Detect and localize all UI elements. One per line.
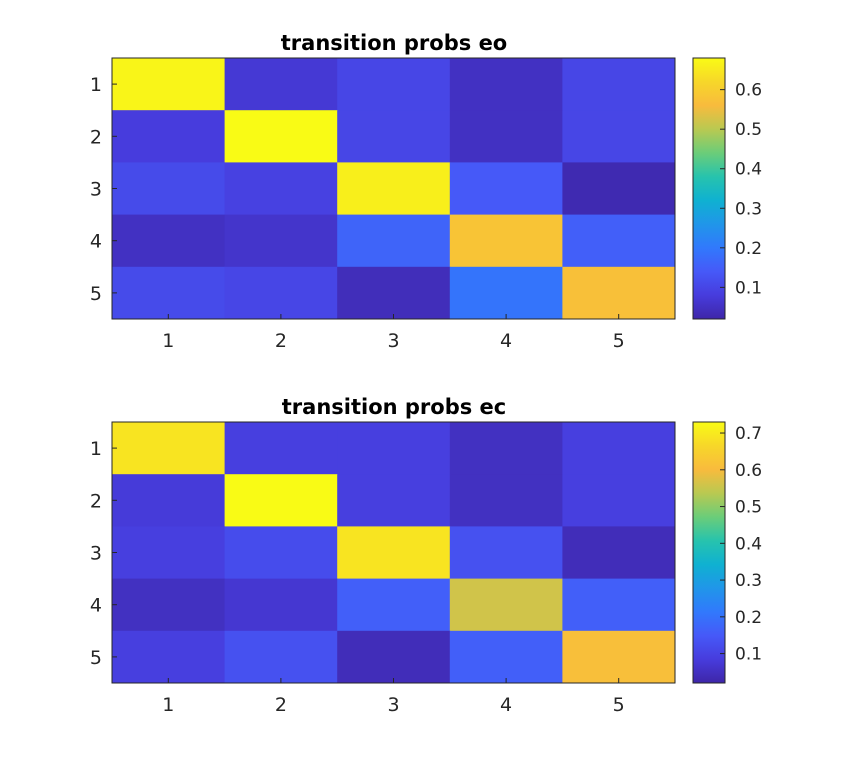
colorbar-tick-label: 0.6: [735, 461, 762, 481]
y-tick-label: 5: [90, 283, 102, 305]
colorbar-tick-label: 0.6: [735, 81, 762, 101]
heatmap-cell: [112, 526, 226, 580]
heatmap-cell: [562, 110, 676, 163]
y-tick-label: 3: [90, 543, 102, 565]
colorbar-ticks: 0.1 0.2 0.3 0.4 0.5 0.6 0.7: [720, 424, 762, 665]
heatmap-cell: [112, 266, 226, 320]
heatmap-panel-ec: transition probs ec 1 2 3 4 5 1 2 3 4 5 0.1 0.2 0.3…: [90, 395, 762, 716]
colorbar-tick-label: 0.7: [735, 424, 762, 444]
heatmap-cell: [449, 630, 563, 684]
heatmap-cell: [112, 214, 226, 268]
heatmap-cell: [224, 474, 338, 527]
heatmap-cell: [337, 526, 451, 580]
heatmap-cell: [224, 578, 338, 632]
chart-title: transition probs eo: [281, 31, 507, 55]
heatmap-cell: [449, 474, 563, 527]
chart-title: transition probs ec: [282, 395, 507, 419]
heatmap-cell: [562, 422, 676, 475]
axis-ticks: 1 2 3 4 5 1 2 3 4 5: [90, 74, 625, 352]
heatmap-cell: [449, 58, 563, 111]
heatmap-cell: [449, 110, 563, 163]
colorbar-ticks: 0.1 0.2 0.3 0.4 0.5 0.6: [720, 81, 762, 298]
heatmap-cell: [562, 214, 676, 268]
heatmap-cell: [449, 266, 563, 320]
colorbar-tick-label: 0.4: [735, 160, 762, 180]
colorbar-tick-label: 0.2: [735, 608, 762, 628]
heatmap-cell: [337, 422, 451, 475]
y-tick-label: 3: [90, 179, 102, 201]
heatmap-cell: [449, 578, 563, 632]
x-tick-label: 5: [613, 694, 625, 716]
heatmap-cell: [449, 422, 563, 475]
heatmap-cell: [112, 422, 226, 475]
heatmap-cell: [562, 526, 676, 580]
heatmap-cell: [224, 630, 338, 684]
colorbar-tick-label: 0.2: [735, 239, 762, 259]
heatmap-panel-eo: transition probs eo 1 2 3 4 5 1 2 3 4 5 0.1 0.2 0.3…: [90, 31, 762, 352]
heatmap-cell: [224, 526, 338, 580]
heatmap-cell: [562, 266, 676, 320]
heatmap-cell: [562, 162, 676, 216]
colorbar-tick-label: 0.3: [735, 199, 762, 219]
heatmap-cell: [337, 630, 451, 684]
colorbar-tick-label: 0.4: [735, 534, 762, 554]
y-tick-label: 2: [90, 490, 102, 512]
x-tick-label: 4: [500, 694, 512, 716]
heatmap-cells: [112, 58, 676, 320]
heatmap-cell: [337, 162, 451, 216]
heatmap-cell: [562, 578, 676, 632]
heatmap-cell: [112, 162, 226, 216]
heatmap-cell: [337, 266, 451, 320]
x-tick-label: 1: [162, 330, 174, 352]
heatmap-cells: [112, 422, 676, 684]
colorbar: [692, 421, 726, 684]
colorbar-tick-label: 0.3: [735, 571, 762, 591]
y-tick-label: 1: [90, 74, 102, 96]
heatmap-cell: [112, 578, 226, 632]
heatmap-cell: [337, 578, 451, 632]
x-tick-label: 2: [275, 694, 287, 716]
heatmap-cell: [562, 474, 676, 527]
colorbar-tick-label: 0.5: [735, 120, 762, 140]
heatmap-cell: [112, 110, 226, 163]
heatmap-cell: [112, 474, 226, 527]
colorbar-tick-label: 0.1: [735, 645, 762, 665]
y-tick-label: 5: [90, 647, 102, 669]
x-tick-label: 4: [500, 330, 512, 352]
y-tick-label: 1: [90, 438, 102, 460]
heatmap-cell: [337, 474, 451, 527]
heatmap-cell: [337, 58, 451, 111]
heatmap-cell: [449, 214, 563, 268]
y-tick-label: 4: [90, 595, 102, 617]
heatmap-cell: [337, 214, 451, 268]
heatmap-cell: [224, 162, 338, 216]
heatmap-cell: [449, 162, 563, 216]
colorbar-tick-label: 0.5: [735, 498, 762, 518]
x-tick-label: 2: [275, 330, 287, 352]
heatmap-cell: [112, 630, 226, 684]
heatmap-cell: [337, 110, 451, 163]
x-tick-label: 5: [613, 330, 625, 352]
heatmap-cell: [562, 630, 676, 684]
heatmap-cell: [112, 58, 226, 111]
x-tick-label: 3: [387, 330, 399, 352]
heatmap-cell: [224, 58, 338, 111]
heatmap-cell: [449, 526, 563, 580]
x-tick-label: 1: [162, 694, 174, 716]
heatmap-cell: [562, 58, 676, 111]
colorbar: [692, 57, 726, 320]
heatmap-cell: [224, 422, 338, 475]
heatmap-cell: [224, 214, 338, 268]
heatmap-cell: [224, 110, 338, 163]
heatmap-cell: [224, 266, 338, 320]
axis-ticks: 1 2 3 4 5 1 2 3 4 5: [90, 438, 625, 716]
y-tick-label: 2: [90, 126, 102, 148]
x-tick-label: 3: [387, 694, 399, 716]
y-tick-label: 4: [90, 231, 102, 253]
colorbar-tick-label: 0.1: [735, 278, 762, 298]
